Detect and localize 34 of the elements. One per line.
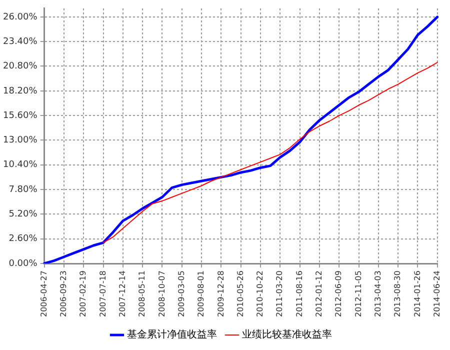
x-tick-label: 2013-04-03	[374, 270, 383, 318]
y-tick-label: 23.40%	[2, 36, 38, 47]
x-tick-label: 2008-10-07	[157, 270, 166, 318]
x-tick-label: 2007-07-18	[98, 270, 108, 318]
x-tick-label: 2011-03-20	[275, 270, 284, 318]
x-tick-label: 2007-12-14	[118, 270, 128, 318]
x-tick-label: 2007-02-19	[78, 270, 88, 318]
x-tick-label: 2013-08-30	[393, 270, 402, 318]
x-tick-label: 2010-10-22	[256, 270, 265, 318]
x-tick-label: 2006-09-23	[59, 270, 68, 318]
x-tick-label: 2006-04-27	[39, 270, 48, 318]
y-tick-label: 18.20%	[2, 86, 38, 96]
x-tick-label: 2011-08-16	[294, 270, 304, 318]
x-tick-label: 2010-05-26	[236, 270, 245, 318]
legend-label: 基金累计净值收益率	[127, 328, 217, 341]
y-tick-label: 5.20%	[8, 210, 38, 220]
x-tick-label: 2012-06-09	[334, 270, 344, 318]
y-tick-label: 15.60%	[2, 110, 38, 121]
x-tick-label: 2008-05-11	[138, 270, 147, 318]
y-tick-label: 2.60%	[8, 234, 38, 244]
x-tick-label: 2012-11-05	[354, 270, 363, 318]
x-tick-label: 2012-01-12	[314, 270, 324, 318]
x-tick-label: 2009-12-28	[216, 270, 226, 318]
x-tick-label: 2009-08-01	[196, 270, 206, 318]
y-tick-label: 26.00%	[2, 12, 38, 22]
y-tick-label: 7.80%	[8, 184, 38, 195]
y-tick-label: 13.00%	[2, 136, 38, 146]
x-tick-label: 2009-03-05	[176, 270, 186, 318]
legend-label: 业绩比较基准收益率	[242, 328, 332, 341]
x-tick-label: 2014-01-26	[412, 270, 422, 318]
y-tick-label: 10.40%	[2, 160, 38, 170]
y-tick-label: 0.00%	[8, 258, 38, 269]
y-tick-label: 20.80%	[2, 62, 38, 72]
x-tick-label: 2014-06-24	[432, 270, 442, 318]
